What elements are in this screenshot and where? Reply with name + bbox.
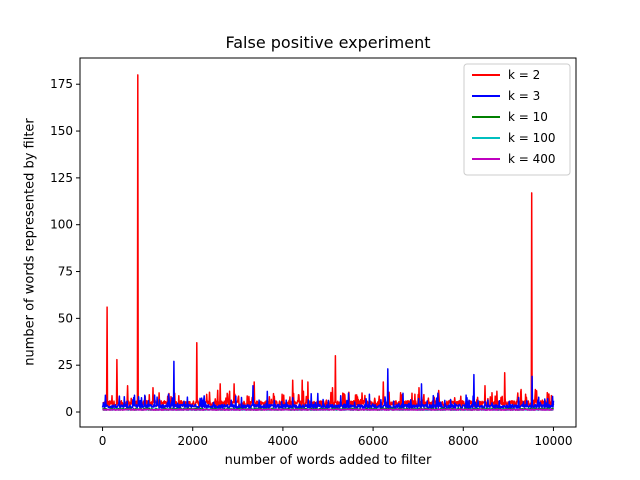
legend-label: k = 100 bbox=[508, 131, 556, 145]
x-axis-label: number of words added to filter bbox=[224, 453, 432, 468]
legend-label: k = 3 bbox=[508, 89, 540, 103]
legend-label: k = 400 bbox=[508, 152, 556, 166]
chart-title: False positive experiment bbox=[225, 33, 431, 52]
y-tick-label: 150 bbox=[50, 124, 73, 138]
legend-label: k = 2 bbox=[508, 68, 540, 82]
series-line-2 bbox=[101, 360, 555, 410]
legend-label: k = 10 bbox=[508, 110, 548, 124]
y-tick-label: 125 bbox=[50, 171, 73, 185]
x-tick-label: 6000 bbox=[358, 434, 389, 448]
y-tick-label: 175 bbox=[50, 77, 73, 91]
x-tick-label: 4000 bbox=[268, 434, 299, 448]
x-tick-label: 2000 bbox=[177, 434, 208, 448]
x-tick-label: 0 bbox=[99, 434, 107, 448]
y-tick-label: 75 bbox=[58, 265, 73, 279]
x-tick-label: 10000 bbox=[534, 434, 572, 448]
legend: k = 2 k = 3 k = 10 k = 100 k = 400 bbox=[463, 63, 571, 176]
series-line-5 bbox=[102, 408, 554, 411]
y-tick-label: 50 bbox=[58, 311, 73, 325]
y-tick-label: 25 bbox=[58, 358, 73, 372]
series-lines bbox=[101, 74, 555, 411]
axes-frame bbox=[79, 57, 577, 428]
legend-box bbox=[463, 63, 571, 176]
y-tick-label: 100 bbox=[50, 218, 73, 232]
x-tick-label: 8000 bbox=[448, 434, 479, 448]
y-tick-label: 0 bbox=[65, 405, 73, 419]
